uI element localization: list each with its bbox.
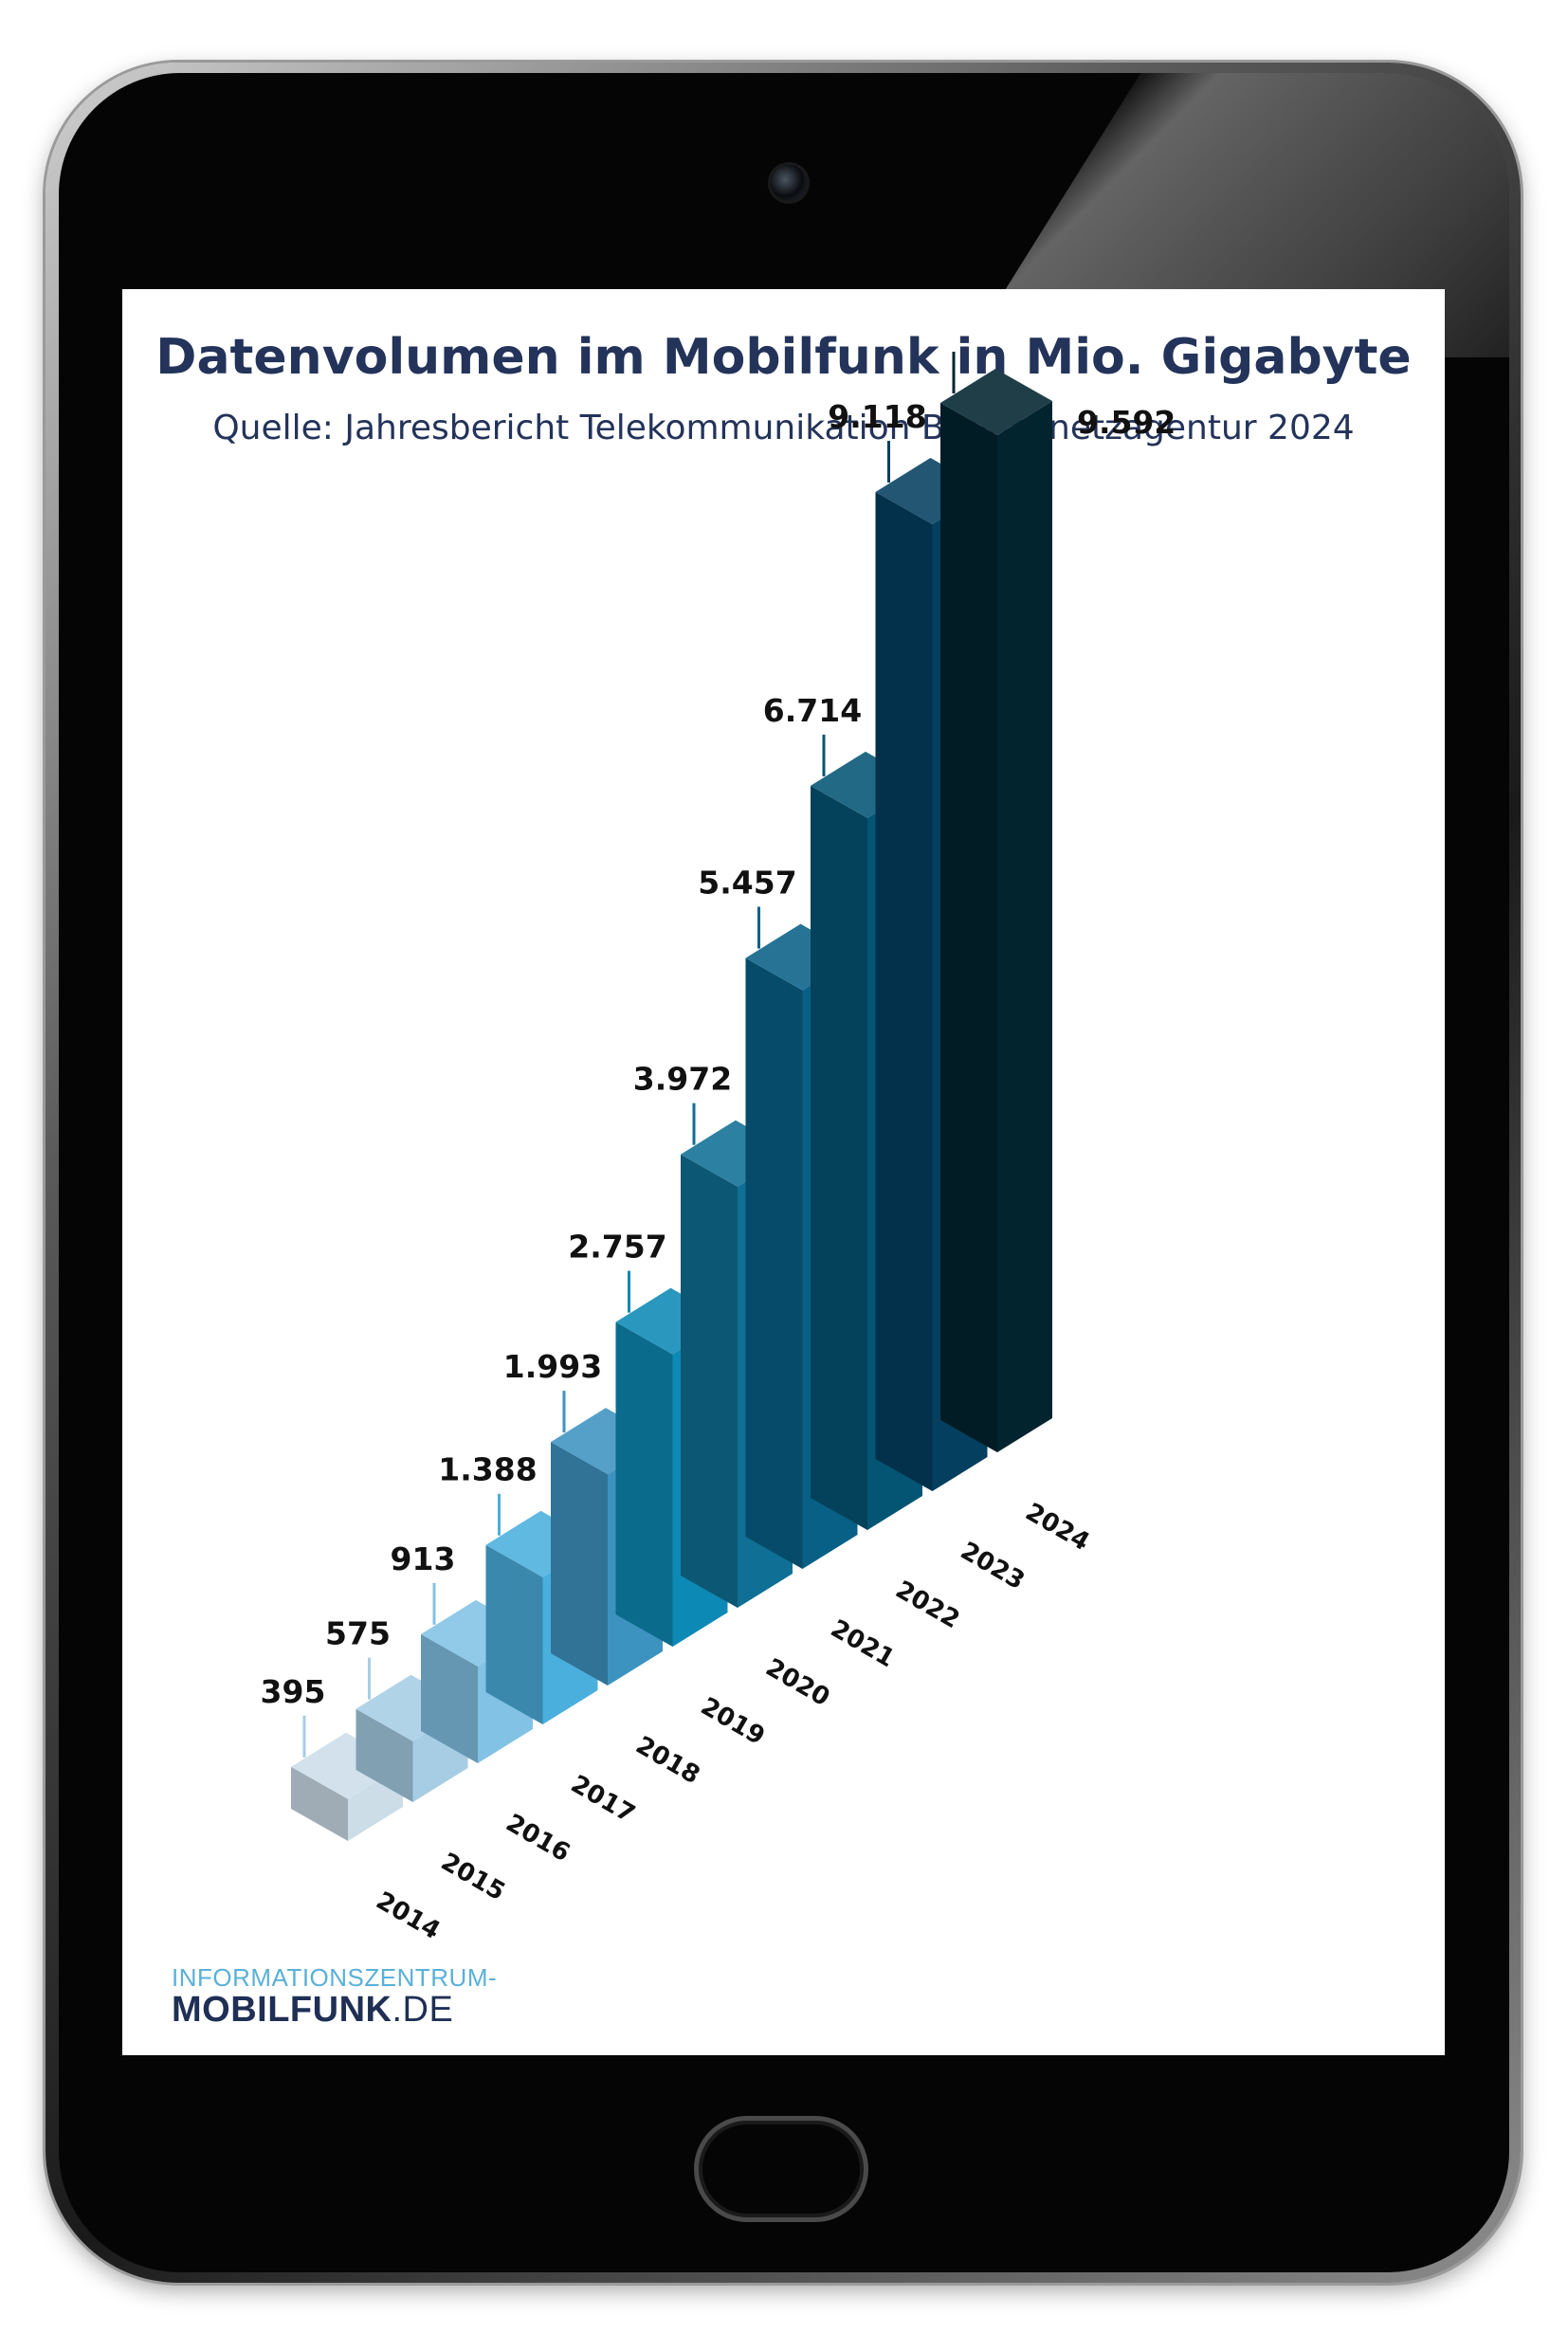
bar-2015-left-face xyxy=(356,1708,413,1802)
category-label-2024: 2024 xyxy=(1021,1498,1095,1557)
bar-2018-left-face xyxy=(551,1442,608,1686)
category-label-2015: 2015 xyxy=(436,1848,510,1906)
bar-2021-left-face xyxy=(745,957,803,1569)
value-label-2023: 9.118 xyxy=(828,398,926,435)
logo-text-top: INFORMATIONSZENTRUM- xyxy=(172,1963,498,1992)
value-label-2021: 5.457 xyxy=(698,865,796,902)
bar-chart: 3952014575201591320161.38820171.99320182… xyxy=(261,352,1176,1945)
category-label-2016: 2016 xyxy=(501,1809,575,1868)
bar-2023-left-face xyxy=(875,492,933,1491)
value-label-2022: 6.714 xyxy=(763,692,862,729)
value-label-2020: 3.972 xyxy=(633,1061,732,1098)
value-label-2018: 1.993 xyxy=(503,1348,602,1385)
chart-title: Datenvolumen im Mobilfunk in Mio. Gigaby… xyxy=(155,329,1412,386)
camera-icon xyxy=(771,165,807,201)
category-label-2021: 2021 xyxy=(826,1614,900,1673)
bar-2017-left-face xyxy=(485,1544,543,1724)
bar-2022-left-face xyxy=(811,785,867,1530)
category-label-2023: 2023 xyxy=(956,1537,1030,1595)
home-button[interactable] xyxy=(694,2116,868,2222)
category-label-2014: 2014 xyxy=(372,1886,446,1945)
tablet-screen: Datenvolumen im Mobilfunk in Mio. Gigaby… xyxy=(122,289,1445,2055)
value-label-2017: 1.388 xyxy=(438,1451,537,1488)
value-label-2015: 575 xyxy=(325,1615,391,1652)
bar-2016-left-face xyxy=(421,1633,478,1763)
category-label-2017: 2017 xyxy=(566,1770,640,1829)
value-label-2024: 9.592 xyxy=(1077,404,1176,441)
chart-subtitle: Quelle: Jahresbericht Telekommunikation … xyxy=(212,409,1355,447)
category-label-2019: 2019 xyxy=(696,1692,770,1751)
logo-text-main: MOBILFUNK.DE xyxy=(172,1990,453,2031)
bar-2024-top-face xyxy=(940,369,1052,435)
category-label-2022: 2022 xyxy=(891,1576,965,1634)
bar-2024-right-face xyxy=(997,401,1052,1452)
logo-text-domain: .DE xyxy=(392,1990,454,2030)
bar-2020-left-face xyxy=(681,1154,738,1608)
value-label-2019: 2.757 xyxy=(568,1229,666,1266)
bar-2014-left-face xyxy=(291,1766,348,1841)
bar-2024-left-face xyxy=(940,403,997,1452)
logo-text-brand: MOBILFUNK xyxy=(172,1990,392,2030)
bar-2019-left-face xyxy=(615,1321,673,1647)
value-label-2014: 395 xyxy=(261,1673,326,1710)
category-label-2018: 2018 xyxy=(631,1731,705,1790)
value-label-2016: 913 xyxy=(391,1540,456,1577)
category-label-2020: 2020 xyxy=(761,1653,835,1712)
